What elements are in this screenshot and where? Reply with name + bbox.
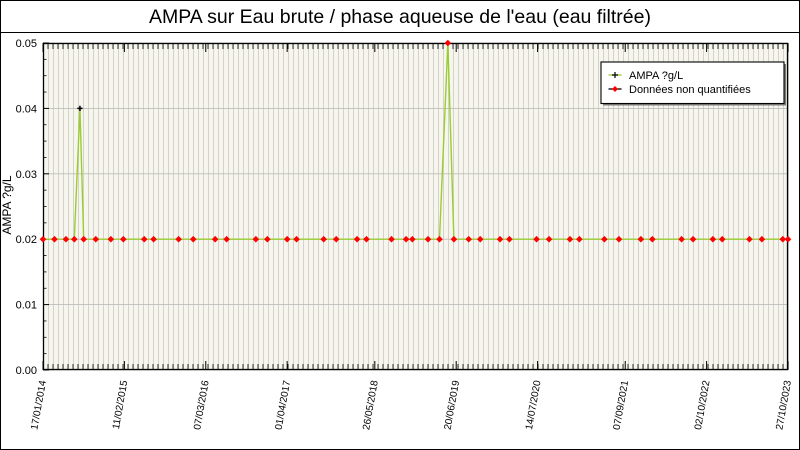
svg-text:07/03/2016: 07/03/2016 [192,379,212,431]
svg-text:0.03: 0.03 [16,169,37,181]
svg-text:01/04/2017: 01/04/2017 [274,379,294,431]
svg-text:27/10/2023: 27/10/2023 [774,379,794,431]
svg-text:17/01/2014: 17/01/2014 [29,379,49,431]
svg-text:20/06/2019: 20/06/2019 [443,379,463,431]
svg-text:07/09/2021: 07/09/2021 [612,379,632,431]
svg-text:0.05: 0.05 [16,38,37,50]
svg-text:0.00: 0.00 [16,365,37,377]
svg-text:AMPA ?g/L: AMPA ?g/L [629,70,683,82]
svg-text:Données non quantifiées: Données non quantifiées [629,84,751,96]
svg-text:26/05/2018: 26/05/2018 [361,379,381,431]
svg-text:0.04: 0.04 [16,103,37,115]
svg-text:02/10/2022: 02/10/2022 [693,379,713,431]
svg-text:11/02/2015: 11/02/2015 [111,379,130,430]
svg-text:0.02: 0.02 [16,234,37,246]
svg-text:0.01: 0.01 [16,300,37,312]
svg-text:14/07/2020: 14/07/2020 [524,379,544,431]
